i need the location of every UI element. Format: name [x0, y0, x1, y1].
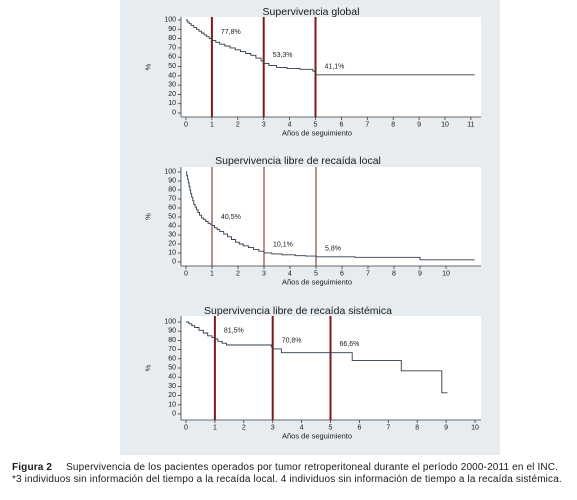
x-tick-label: 4 — [288, 122, 292, 129]
chart-title: Supervivencia global — [263, 6, 360, 18]
y-tick-label: 10 — [168, 250, 176, 257]
x-tick-label: 9 — [418, 271, 422, 278]
y-tick-label: 100 — [164, 169, 176, 176]
y-tick-label: 50 — [168, 365, 176, 372]
x-tick-label: 2 — [236, 122, 240, 129]
y-tick-label: 60 — [168, 54, 176, 61]
y-tick-label: 10 — [168, 100, 176, 107]
x-tick-label: 8 — [392, 271, 396, 278]
y-axis-title: % — [144, 364, 153, 371]
x-tick-label: 6 — [339, 122, 343, 129]
y-tick-label: 0 — [172, 411, 176, 418]
y-tick-label: 30 — [168, 383, 176, 390]
x-tick-label: 9 — [417, 122, 421, 129]
y-tick-label: 70 — [168, 196, 176, 203]
x-tick-label: 2 — [242, 425, 246, 432]
y-tick-label: 90 — [168, 26, 176, 33]
y-tick-label: 40 — [168, 374, 176, 381]
y-tick-label: 100 — [164, 319, 176, 326]
y-tick-label: 60 — [168, 355, 176, 362]
figure-title: Supervivencia de los pacientes operados … — [66, 462, 559, 473]
survival-curve — [186, 171, 475, 261]
survival-annotation: 41,1% — [325, 63, 345, 70]
y-tick-label: 40 — [168, 72, 176, 79]
x-tick-label: 4 — [288, 271, 292, 278]
y-axis-title: % — [144, 213, 153, 220]
figure-caption: Figura 2 Supervivencia de los pacientes o… — [12, 462, 562, 486]
y-tick-label: 10 — [168, 401, 176, 408]
y-tick-label: 30 — [168, 232, 176, 239]
x-tick-label: 1 — [210, 122, 214, 129]
x-tick-label: 1 — [210, 271, 214, 278]
x-tick-label: 3 — [262, 122, 266, 129]
y-tick-label: 0 — [172, 259, 176, 266]
y-axis-title: % — [144, 63, 153, 70]
y-tick-label: 100 — [164, 17, 176, 24]
survival-annotation: 81,5% — [224, 328, 244, 335]
x-tick-label: 6 — [340, 271, 344, 278]
y-tick-label: 50 — [168, 214, 176, 221]
y-tick-label: 70 — [168, 44, 176, 51]
survival-annotation: 77,8% — [221, 29, 241, 36]
y-tick-label: 80 — [168, 187, 176, 194]
x-tick-label: 6 — [357, 425, 361, 432]
y-tick-label: 40 — [168, 223, 176, 230]
x-tick-label: 7 — [386, 425, 390, 432]
survival-annotation: 5,8% — [325, 245, 341, 252]
x-tick-label: 8 — [391, 122, 395, 129]
y-tick-label: 90 — [168, 328, 176, 335]
x-tick-label: 4 — [300, 425, 304, 432]
survival-annotation: 66,6% — [340, 341, 360, 348]
chart-1: Supervivencia global01020304050607080901… — [144, 6, 481, 138]
x-tick-label: 0 — [184, 122, 188, 129]
survival-curve — [186, 19, 475, 76]
x-tick-label: 11 — [467, 122, 474, 129]
y-tick-label: 60 — [168, 205, 176, 212]
y-tick-label: 90 — [168, 178, 176, 185]
chart-3: Supervivencia libre de recaída sistémica… — [144, 305, 481, 441]
x-tick-label: 3 — [271, 425, 275, 432]
x-axis-title: Años de seguimiento — [282, 129, 352, 138]
y-tick-label: 30 — [168, 82, 176, 89]
x-tick-label: 2 — [236, 271, 240, 278]
x-tick-label: 8 — [415, 425, 419, 432]
x-tick-label: 9 — [444, 425, 448, 432]
x-tick-label: 3 — [262, 271, 266, 278]
x-tick-label: 10 — [441, 122, 449, 129]
x-axis-title: Años de seguimiento — [282, 278, 352, 287]
survival-annotation: 53,3% — [273, 52, 293, 59]
chart-title: Supervivencia libre de recaída sistémica — [204, 305, 392, 317]
x-tick-label: 5 — [329, 425, 333, 432]
x-axis-title: Años de seguimiento — [282, 432, 352, 441]
x-tick-label: 5 — [314, 271, 318, 278]
plot-area — [181, 167, 481, 266]
y-tick-label: 20 — [168, 241, 176, 248]
x-tick-label: 10 — [471, 425, 479, 432]
y-tick-label: 80 — [168, 337, 176, 344]
y-tick-label: 50 — [168, 63, 176, 70]
y-tick-label: 70 — [168, 346, 176, 353]
survival-annotation: 40,5% — [221, 214, 241, 221]
y-tick-label: 20 — [168, 392, 176, 399]
chart-2: Supervivencia libre de recaída local0102… — [144, 155, 481, 287]
y-tick-label: 0 — [172, 110, 176, 117]
survival-figure: Supervivencia global01020304050607080901… — [120, 0, 500, 455]
caption-line: Figura 2 Supervivencia de los pacientes o… — [12, 462, 562, 474]
x-tick-label: 7 — [366, 271, 370, 278]
x-tick-label: 5 — [314, 122, 318, 129]
plot-area — [181, 17, 481, 117]
figure-footnote: *3 individuos sin información del tiempo… — [12, 474, 562, 485]
figure-label: Figura 2 — [12, 462, 53, 473]
x-tick-label: 1 — [213, 425, 217, 432]
x-tick-label: 7 — [365, 122, 369, 129]
survival-annotation: 70,8% — [282, 337, 302, 344]
x-tick-label: 0 — [184, 271, 188, 278]
y-tick-label: 80 — [168, 35, 176, 42]
survival-curve — [186, 321, 448, 394]
y-tick-label: 20 — [168, 91, 176, 98]
chart-title: Supervivencia libre de recaída local — [215, 155, 381, 167]
x-tick-label: 10 — [442, 271, 450, 278]
x-tick-label: 0 — [184, 425, 188, 432]
survival-annotation: 10,1% — [273, 241, 293, 248]
